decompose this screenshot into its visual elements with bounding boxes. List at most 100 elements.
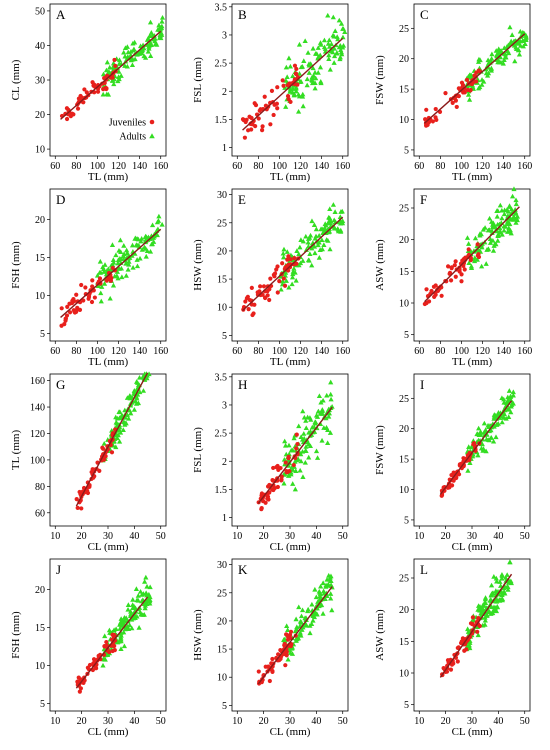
juvenile-point bbox=[288, 629, 294, 634]
adult-point bbox=[336, 17, 342, 23]
regression-line bbox=[60, 30, 162, 120]
juvenile-point bbox=[90, 284, 95, 289]
adult-point bbox=[497, 412, 503, 417]
adult-point bbox=[139, 592, 145, 597]
adult-point bbox=[499, 573, 505, 578]
adult-point bbox=[104, 91, 110, 97]
juvenile-point bbox=[462, 267, 467, 272]
juvenile-point bbox=[100, 445, 105, 450]
adult-point bbox=[290, 481, 296, 486]
adult-point bbox=[149, 222, 156, 228]
juvenile-point bbox=[242, 135, 248, 140]
juvenile-point bbox=[92, 295, 97, 300]
adult-point bbox=[144, 42, 150, 47]
adult-point bbox=[325, 238, 331, 243]
adult-point bbox=[287, 650, 293, 655]
juvenile-point bbox=[424, 287, 429, 292]
adult-point bbox=[114, 435, 120, 441]
adult-point bbox=[319, 407, 325, 412]
y-axis-label: TL (mm) bbox=[10, 430, 22, 471]
adult-point bbox=[303, 425, 309, 430]
juvenile-point bbox=[450, 100, 455, 105]
adult-point bbox=[497, 202, 503, 208]
adult-point bbox=[516, 41, 522, 46]
juvenile-point bbox=[448, 667, 454, 672]
x-tick-label: 50 bbox=[520, 531, 530, 542]
adult-point bbox=[312, 69, 318, 75]
adult-point bbox=[476, 56, 482, 62]
adult-point bbox=[100, 264, 106, 270]
panel-letter: D bbox=[56, 192, 65, 207]
adult-point bbox=[325, 427, 331, 433]
adult-point bbox=[506, 388, 512, 393]
y-tick-label: 10 bbox=[399, 669, 409, 680]
adult-point bbox=[489, 228, 495, 233]
juvenile-point bbox=[249, 115, 254, 121]
adult-point bbox=[294, 624, 300, 630]
juvenile-point bbox=[112, 57, 117, 63]
adult-point bbox=[139, 247, 145, 252]
adult-point bbox=[137, 589, 144, 594]
juvenile-point bbox=[455, 659, 460, 664]
juvenile-point bbox=[255, 290, 260, 295]
adult-point bbox=[466, 444, 472, 449]
adult-point bbox=[131, 390, 137, 395]
juvenile-point bbox=[454, 104, 459, 110]
juvenile-point bbox=[277, 279, 282, 284]
adult-point bbox=[323, 227, 329, 232]
adult-point bbox=[326, 583, 332, 588]
adult-point bbox=[296, 423, 302, 429]
juvenile-point bbox=[65, 304, 70, 309]
juvenile-point bbox=[274, 267, 279, 272]
adult-point bbox=[291, 265, 297, 271]
y-tick-label: 5 bbox=[40, 329, 45, 340]
adult-point bbox=[327, 66, 333, 72]
adult-point bbox=[327, 574, 333, 580]
adult-point bbox=[510, 389, 516, 395]
adult-point bbox=[137, 389, 143, 395]
adult-point bbox=[121, 643, 128, 649]
juvenile-point bbox=[468, 621, 474, 626]
adult-point bbox=[506, 225, 512, 231]
adult-point bbox=[491, 574, 497, 579]
x-axis-label: CL (mm) bbox=[452, 541, 493, 553]
adult-point bbox=[319, 246, 325, 252]
adult-point bbox=[494, 604, 501, 610]
adult-point bbox=[328, 379, 334, 385]
adult-point bbox=[100, 71, 107, 77]
adult-point bbox=[120, 253, 126, 258]
juvenile-point bbox=[425, 122, 430, 128]
juvenile-point bbox=[471, 442, 476, 447]
adult-point bbox=[505, 208, 511, 214]
adult-point bbox=[300, 238, 306, 244]
adult-point bbox=[159, 18, 165, 24]
juvenile-point bbox=[459, 639, 464, 644]
adult-point bbox=[283, 278, 289, 283]
panel-h: 10 20 30 40 50 1 1.5 2 2.5 3 3.5 CL (mm) FSL (mm) H bbox=[192, 372, 349, 553]
juvenile-point bbox=[75, 106, 81, 111]
adult-point bbox=[284, 623, 290, 629]
x-tick-label: 40 bbox=[311, 531, 321, 542]
adult-point bbox=[494, 52, 500, 57]
juvenile-point bbox=[271, 487, 276, 493]
x-tick-label: 40 bbox=[129, 716, 139, 727]
adult-point bbox=[313, 594, 319, 600]
y-tick-label: 10 bbox=[35, 291, 45, 302]
adult-point bbox=[306, 70, 312, 75]
adult-point bbox=[522, 41, 528, 47]
adult-point bbox=[121, 243, 127, 248]
adult-point bbox=[103, 67, 110, 73]
adult-point bbox=[326, 52, 332, 58]
x-tick-label: 120 bbox=[475, 346, 490, 357]
x-tick-label: 140 bbox=[496, 346, 511, 357]
adult-point bbox=[293, 88, 299, 94]
adult-point bbox=[305, 239, 311, 245]
adult-point bbox=[116, 69, 122, 74]
y-tick-label: 20 bbox=[399, 235, 409, 246]
adult-point bbox=[315, 242, 321, 248]
adult-point bbox=[115, 265, 121, 271]
adult-point bbox=[294, 248, 300, 253]
adult-point bbox=[113, 626, 119, 632]
juvenile-point bbox=[284, 653, 289, 658]
juvenile-point bbox=[89, 299, 95, 305]
